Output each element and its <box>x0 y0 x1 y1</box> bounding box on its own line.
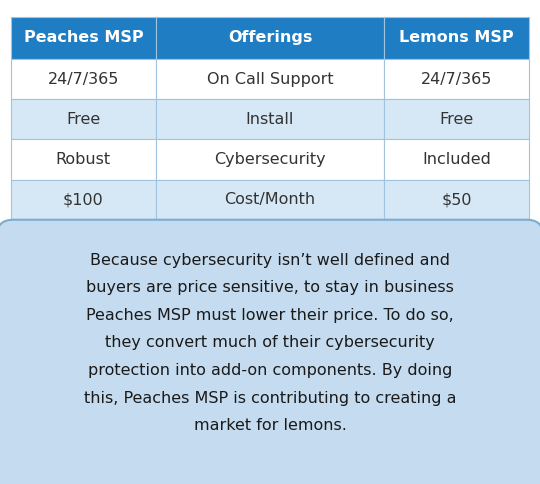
Text: $100: $100 <box>63 192 104 207</box>
Bar <box>11 139 156 180</box>
Bar <box>384 59 529 99</box>
Text: they convert much of their cybersecurity: they convert much of their cybersecurity <box>105 335 435 350</box>
Text: Offerings: Offerings <box>228 30 312 45</box>
Bar <box>156 17 384 59</box>
Bar <box>156 180 384 220</box>
Text: Robust: Robust <box>56 152 111 167</box>
Bar <box>384 180 529 220</box>
Text: Cybersecurity: Cybersecurity <box>214 152 326 167</box>
Text: Peaches MSP must lower their price. To do so,: Peaches MSP must lower their price. To d… <box>86 308 454 323</box>
Bar <box>156 59 384 99</box>
Bar <box>384 17 529 59</box>
Bar <box>11 17 156 59</box>
Text: Lemons MSP: Lemons MSP <box>399 30 514 45</box>
Bar <box>11 180 156 220</box>
Text: Free: Free <box>440 112 474 127</box>
FancyBboxPatch shape <box>0 220 540 484</box>
Text: 24/7/365: 24/7/365 <box>421 72 492 87</box>
Text: On Call Support: On Call Support <box>207 72 333 87</box>
Text: Because cybersecurity isn’t well defined and: Because cybersecurity isn’t well defined… <box>90 253 450 268</box>
Text: Included: Included <box>422 152 491 167</box>
Text: market for lemons.: market for lemons. <box>193 418 347 433</box>
Bar <box>11 99 156 139</box>
Text: this, Peaches MSP is contributing to creating a: this, Peaches MSP is contributing to cre… <box>84 391 456 406</box>
Bar <box>384 139 529 180</box>
Text: Free: Free <box>66 112 100 127</box>
Bar <box>384 99 529 139</box>
Bar <box>156 99 384 139</box>
Text: Cost/Month: Cost/Month <box>225 192 315 207</box>
Text: buyers are price sensitive, to stay in business: buyers are price sensitive, to stay in b… <box>86 280 454 295</box>
Text: $50: $50 <box>441 192 472 207</box>
Bar <box>156 139 384 180</box>
Text: Install: Install <box>246 112 294 127</box>
Bar <box>11 59 156 99</box>
Text: protection into add-on components. By doing: protection into add-on components. By do… <box>88 363 452 378</box>
Text: Peaches MSP: Peaches MSP <box>24 30 143 45</box>
Text: 24/7/365: 24/7/365 <box>48 72 119 87</box>
